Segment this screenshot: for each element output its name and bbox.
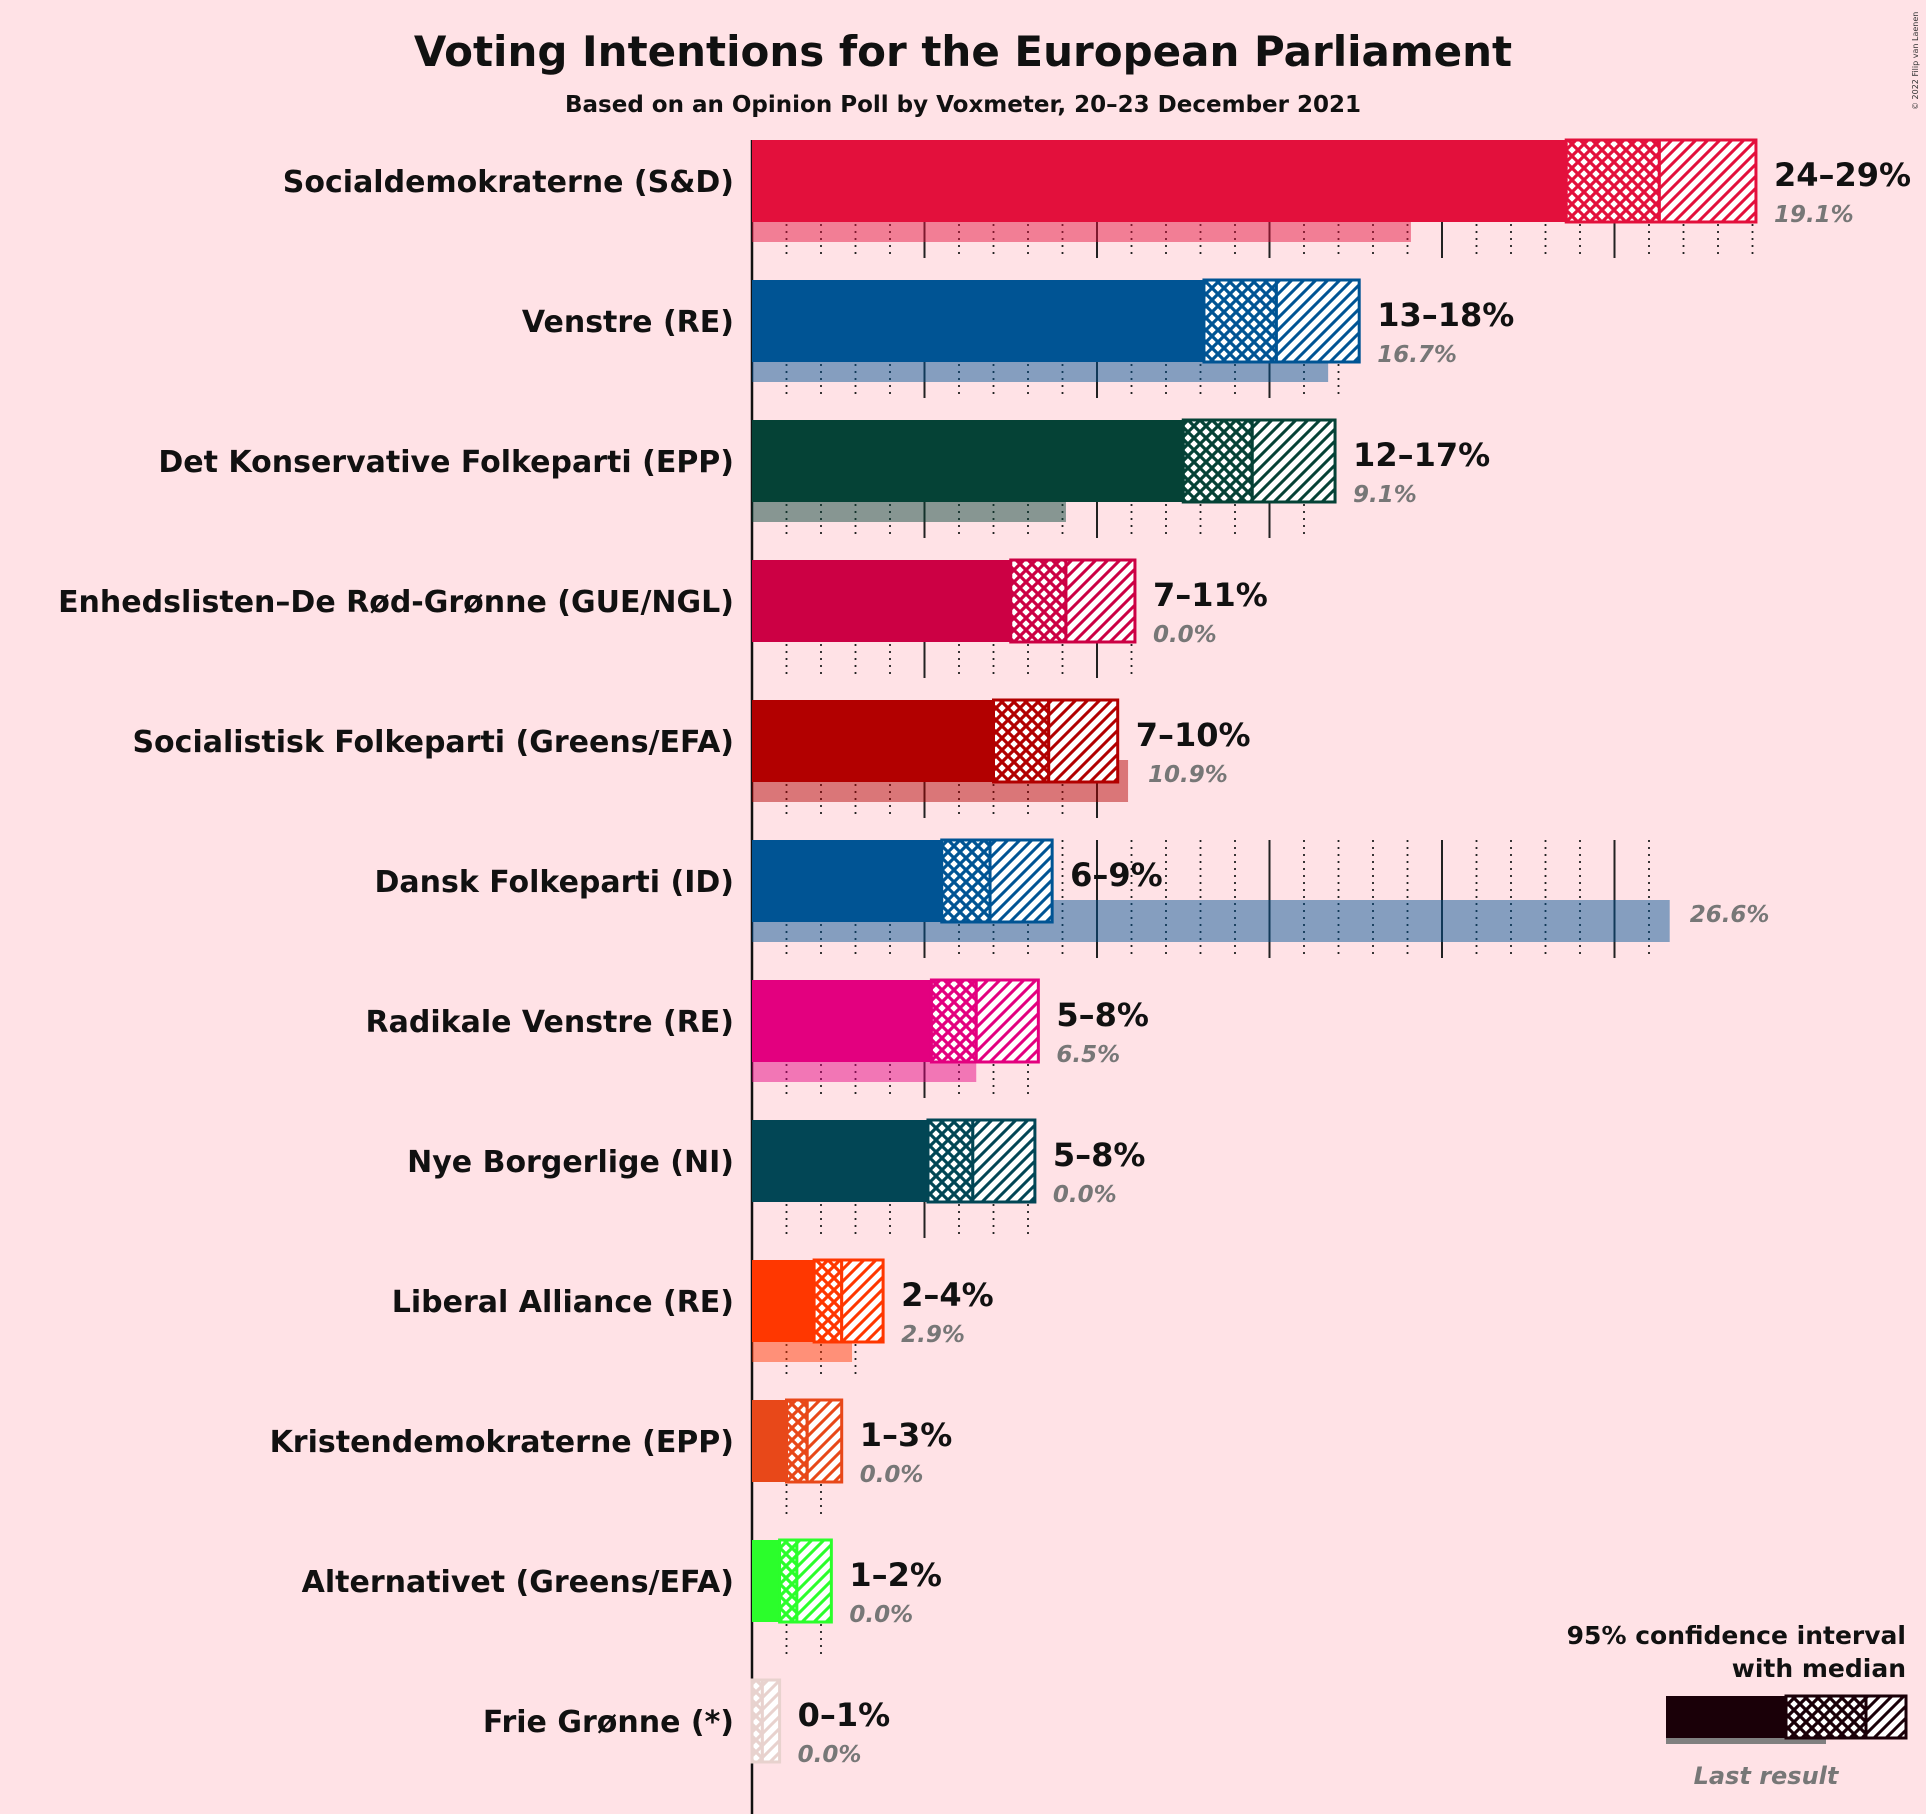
bars: Socialdemokraterne (S&D) 24–29% 19.1% Venst…	[58, 138, 1911, 1768]
ci-low-median	[1564, 138, 1661, 224]
range-label: 7–11%	[1153, 576, 1268, 614]
last-result-label: 0.0%	[1053, 1182, 1117, 1208]
ci-median-high	[840, 1258, 885, 1344]
party-label: Enhedslisten–De Rød-Grønne (GUE/NGL)	[58, 585, 734, 620]
ci-median-high	[971, 1118, 1037, 1204]
range-label: 0–1%	[798, 1696, 891, 1734]
party-row: Enhedslisten–De Rød-Grønne (GUE/NGL) 7–11…	[58, 558, 1268, 678]
last-result-label: 9.1%	[1353, 482, 1417, 508]
chart-title: Voting Intentions for the European Parli…	[414, 27, 1512, 76]
party-row: Socialistisk Folkeparti (Greens/EFA) 7–10…	[132, 698, 1251, 818]
range-label: 1–2%	[849, 1556, 942, 1594]
range-label: 5–8%	[1053, 1136, 1146, 1174]
party-label: Venstre (RE)	[522, 305, 734, 340]
range-label: 2–4%	[901, 1276, 994, 1314]
last-result-label: 0.0%	[849, 1602, 913, 1628]
party-label: Socialistisk Folkeparti (Greens/EFA)	[132, 725, 734, 760]
party-row: Socialdemokraterne (S&D) 24–29% 19.1%	[283, 138, 1911, 258]
ci-low-median	[1181, 418, 1254, 504]
range-label: 13–18%	[1377, 296, 1514, 334]
last-result-label: 19.1%	[1774, 202, 1854, 228]
ci-median-high	[974, 978, 1040, 1064]
legend-last-result-label: Last result	[1694, 1762, 1840, 1790]
ci-solid-bar	[752, 1540, 780, 1622]
party-row: Dansk Folkeparti (ID) 6–9% 26.6%	[375, 838, 1770, 958]
ci-median-high	[1657, 138, 1758, 224]
party-row: Nye Borgerlige (NI) 5–8% 0.0%	[407, 1118, 1146, 1238]
party-label: Radikale Venstre (RE)	[366, 1005, 734, 1040]
ci-median-high	[988, 838, 1054, 924]
ci-low-median	[1202, 278, 1278, 364]
last-result-label: 16.7%	[1377, 342, 1457, 368]
ci-low-median	[926, 1118, 975, 1204]
party-label: Dansk Folkeparti (ID)	[375, 865, 735, 900]
last-result-label: 10.9%	[1148, 762, 1228, 788]
ci-solid-bar	[752, 1120, 928, 1202]
party-label: Det Konservative Folkeparti (EPP)	[158, 445, 734, 480]
range-label: 24–29%	[1774, 156, 1911, 194]
party-row: Venstre (RE) 13–18% 16.7%	[522, 278, 1514, 398]
ci-solid-bar	[752, 840, 942, 922]
ci-median-high	[1047, 698, 1120, 784]
ci-solid-bar	[752, 140, 1567, 222]
legend-median-cross	[1784, 1694, 1868, 1740]
ci-median-high	[795, 1538, 833, 1624]
party-row: Frie Grønne (*) 0–1% 0.0%	[483, 1678, 891, 1768]
ci-median-high	[1250, 418, 1337, 504]
ci-low-median	[812, 1258, 844, 1344]
ci-low-median	[1009, 558, 1068, 644]
party-row: Radikale Venstre (RE) 5–8% 6.5%	[366, 978, 1149, 1098]
ci-low-median	[785, 1398, 809, 1484]
range-label: 5–8%	[1056, 996, 1149, 1034]
chart-subtitle: Based on an Opinion Poll by Voxmeter, 20…	[565, 92, 1361, 118]
legend-upper-hatch	[1864, 1694, 1908, 1740]
legend-line1: 95% confidence interval	[1567, 1621, 1906, 1650]
ci-low-median	[750, 1678, 764, 1764]
range-label: 6–9%	[1070, 856, 1163, 894]
last-result-label: 0.0%	[798, 1742, 862, 1768]
legend-line2: with median	[1732, 1654, 1906, 1683]
legend: 95% confidence interval with median Last…	[1567, 1621, 1908, 1790]
ci-solid-bar	[752, 560, 1011, 642]
last-result-label: 0.0%	[860, 1462, 924, 1488]
ci-solid-bar	[752, 1260, 815, 1342]
last-result-label: 0.0%	[1153, 622, 1217, 648]
last-result-label: 2.9%	[901, 1322, 965, 1348]
ci-solid-bar	[752, 1400, 787, 1482]
party-row: Alternativet (Greens/EFA) 1–2% 0.0%	[302, 1538, 942, 1658]
ci-solid-bar	[752, 280, 1204, 362]
ci-low-median	[992, 698, 1051, 784]
last-result-label: 6.5%	[1056, 1042, 1120, 1068]
party-row: Kristendemokraterne (EPP) 1–3% 0.0%	[270, 1398, 953, 1518]
ci-solid-bar	[752, 700, 994, 782]
range-label: 1–3%	[860, 1416, 953, 1454]
party-label: Kristendemokraterne (EPP)	[270, 1425, 734, 1460]
legend-solid-bar	[1666, 1696, 1786, 1738]
ci-solid-bar	[752, 420, 1184, 502]
range-label: 7–10%	[1136, 716, 1251, 754]
last-result-label: 26.6%	[1690, 902, 1770, 928]
ci-low-median	[940, 838, 992, 924]
ci-low-median	[778, 1538, 799, 1624]
ci-median-high	[1274, 278, 1361, 364]
copyright: © 2022 Filip van Laenen	[1911, 12, 1920, 110]
party-label: Nye Borgerlige (NI)	[407, 1145, 734, 1180]
ci-median-high	[1064, 558, 1137, 644]
range-label: 12–17%	[1353, 436, 1490, 474]
ci-solid-bar	[752, 980, 932, 1062]
party-label: Alternativet (Greens/EFA)	[302, 1565, 734, 1600]
ci-low-median	[929, 978, 978, 1064]
party-label: Frie Grønne (*)	[483, 1705, 734, 1740]
party-label: Socialdemokraterne (S&D)	[283, 165, 734, 200]
party-row: Det Konservative Folkeparti (EPP) 12–17% 9…	[158, 418, 1490, 538]
ci-median-high	[760, 1678, 782, 1764]
party-row: Liberal Alliance (RE) 2–4% 2.9%	[392, 1258, 994, 1378]
party-label: Liberal Alliance (RE)	[392, 1285, 734, 1320]
ci-median-high	[805, 1398, 844, 1484]
